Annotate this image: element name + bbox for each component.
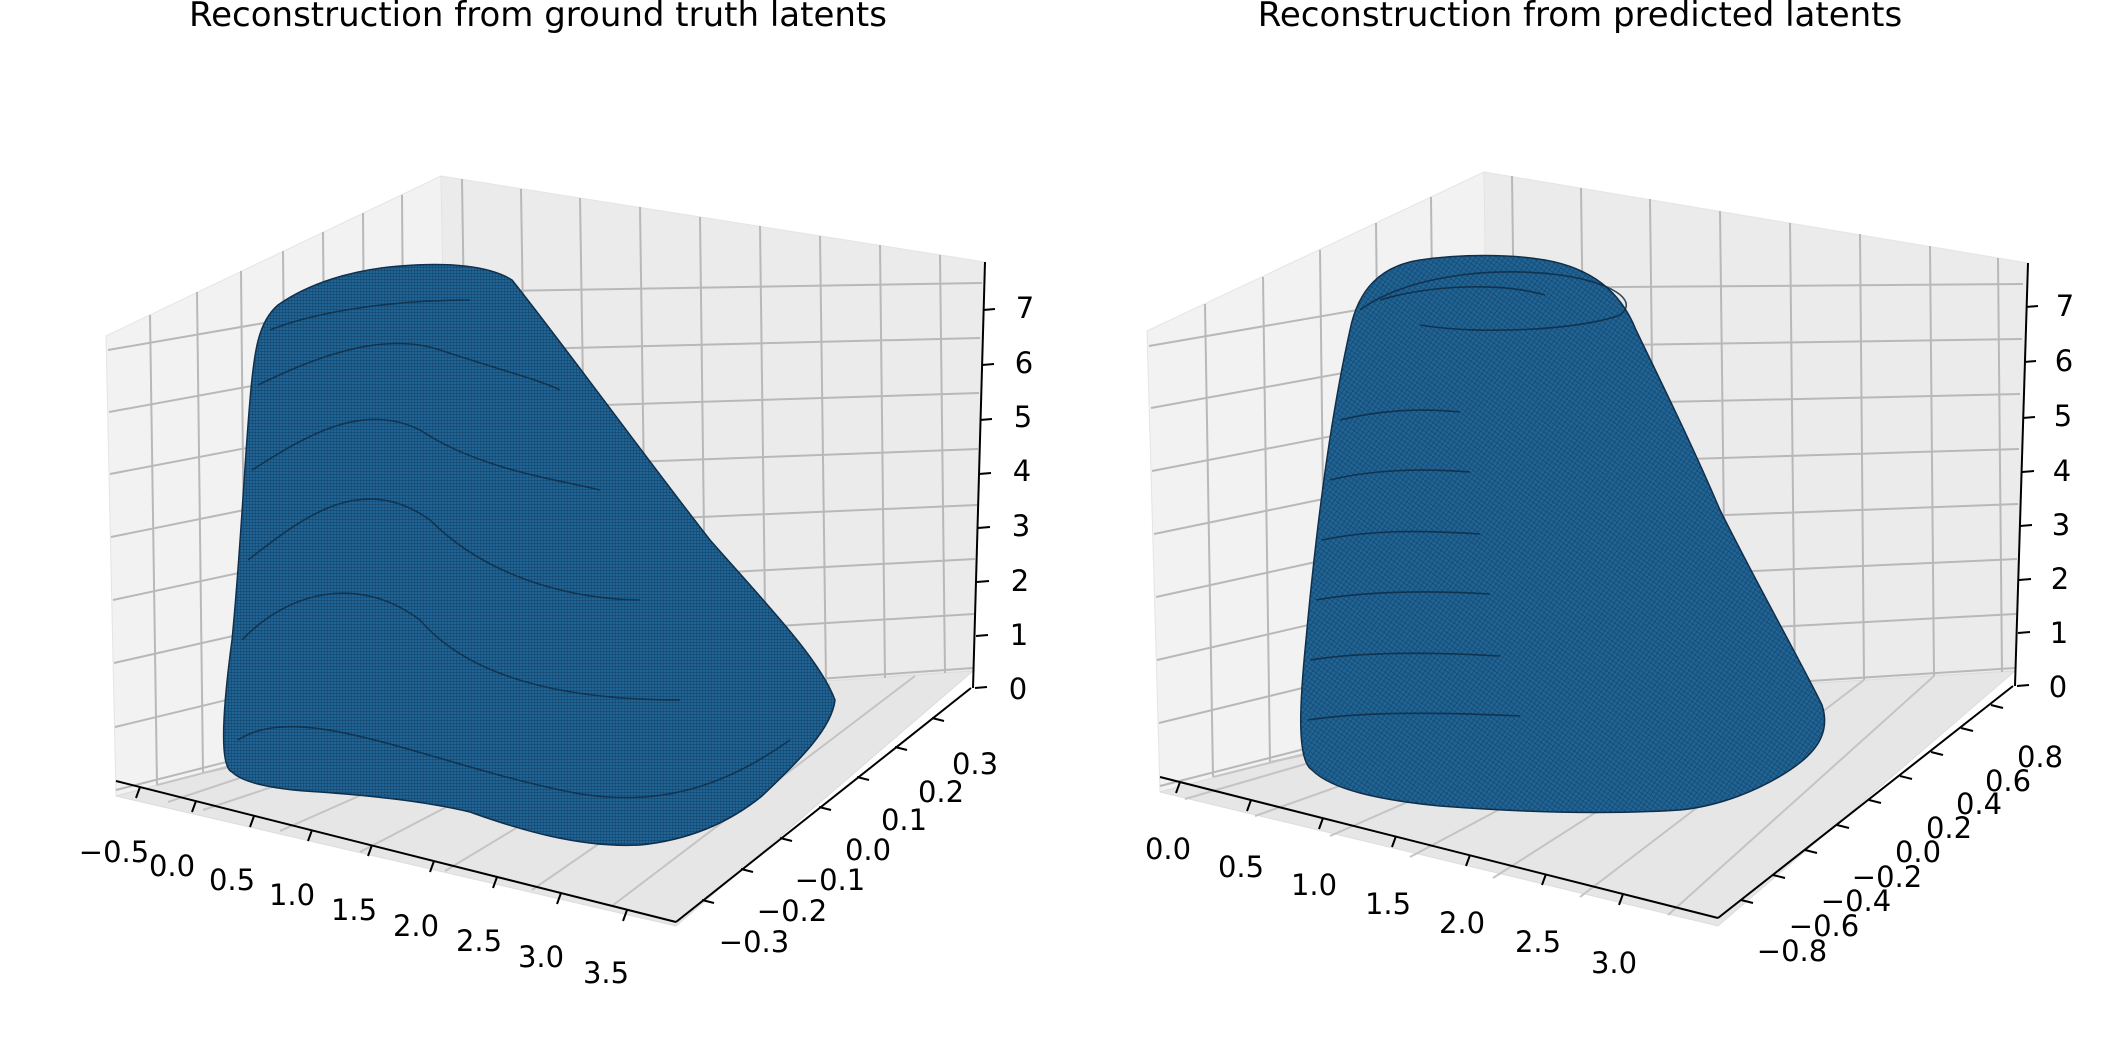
y-tick-label: 0.6 — [1985, 764, 2031, 798]
x-tick-labels: 0.0 0.5 1.0 1.5 2.0 2.5 3.0 — [1145, 832, 1637, 980]
subplot-predicted: Reconstruction from predicted latents — [1145, 0, 2074, 980]
y-tick-labels: −0.3 −0.2 −0.1 0.0 0.1 0.2 0.3 — [719, 747, 998, 959]
z-tick-label: 5 — [2054, 399, 2072, 433]
axes-lines — [115, 261, 986, 923]
x-tick-label: 0.0 — [1145, 832, 1191, 866]
y-tick-label: 0.8 — [2017, 740, 2063, 774]
x-tick-label: 2.5 — [1515, 925, 1561, 959]
z-tick-label: 1 — [2050, 616, 2068, 650]
y-tick-label: 0.4 — [1956, 787, 2002, 821]
z-tick-label: 4 — [2053, 454, 2071, 488]
y-tick-label: 0.1 — [881, 803, 927, 837]
y-tick-label: −0.2 — [757, 894, 827, 928]
x-tick-label: 0.0 — [149, 849, 195, 883]
y-tick-label: −0.8 — [1757, 934, 1827, 968]
chart-title: Reconstruction from predicted latents — [1258, 0, 1902, 35]
x-tick-label: 1.5 — [331, 893, 377, 927]
z-tick-label: 7 — [2056, 289, 2074, 323]
y-tick-label: 0.2 — [1926, 811, 1972, 845]
surface — [1300, 254, 1826, 814]
x-axis-ticks — [1175, 781, 1624, 906]
x-tick-label: −0.5 — [79, 835, 149, 869]
x-axis-ticks — [135, 786, 628, 922]
z-tick-label: 6 — [1015, 346, 1033, 380]
z-tick-label: 4 — [1013, 454, 1031, 488]
z-tick-label: 3 — [1012, 509, 1030, 543]
z-tick-labels: 0 1 2 3 4 5 6 7 — [2049, 289, 2074, 704]
surface-contours — [1307, 271, 1627, 721]
x-tick-label: 3.5 — [583, 956, 629, 990]
x-tick-label: 1.5 — [1365, 887, 1411, 921]
x-tick-label: 1.0 — [269, 878, 315, 912]
z-axis-ticks — [974, 308, 996, 689]
z-tick-label: 2 — [1011, 564, 1029, 598]
x-tick-labels: −0.5 0.0 0.5 1.0 1.5 2.0 2.5 3.0 3.5 — [79, 835, 629, 990]
z-tick-label: 1 — [1010, 618, 1028, 652]
y-tick-label: −0.6 — [1789, 909, 1859, 943]
z-axis-ticks — [2016, 305, 2039, 687]
axes-lines — [1159, 262, 2029, 919]
y-tick-label: 0.3 — [952, 747, 998, 781]
z-tick-label: 0 — [2049, 670, 2067, 704]
z-tick-label: 0 — [1009, 672, 1027, 706]
y-tick-label: 0.2 — [918, 775, 964, 809]
y-axis-ticks — [701, 717, 945, 904]
x-tick-label: 2.0 — [1439, 906, 1485, 940]
z-tick-label: 5 — [1014, 400, 1032, 434]
y-tick-label: −0.2 — [1852, 860, 1922, 894]
chart-title: Reconstruction from ground truth latents — [189, 0, 887, 35]
z-tick-label: 7 — [1016, 291, 1034, 325]
x-tick-label: 0.5 — [209, 863, 255, 897]
x-tick-label: 3.0 — [518, 940, 564, 974]
y-tick-labels: −0.8 −0.6 −0.4 −0.2 0.0 0.2 0.4 0.6 0.8 — [1757, 740, 2063, 968]
y-tick-label: −0.3 — [719, 925, 789, 959]
x-tick-label: 1.0 — [1291, 868, 1337, 902]
z-tick-label: 2 — [2051, 562, 2069, 596]
subplot-ground-truth: Reconstruction from ground truth latents — [79, 0, 1034, 990]
surface-contours — [237, 299, 791, 799]
x-tick-label: 2.0 — [393, 909, 439, 943]
z-tick-labels: 0 1 2 3 4 5 6 7 — [1009, 291, 1034, 706]
y-tick-label: −0.1 — [795, 863, 865, 897]
y-tick-label: −0.4 — [1821, 884, 1891, 918]
y-axis-ticks — [1740, 704, 2004, 904]
x-tick-label: 2.5 — [456, 924, 502, 958]
y-tick-label: 0.0 — [845, 833, 891, 867]
x-tick-label: 0.5 — [1218, 850, 1264, 884]
surface — [222, 263, 836, 847]
x-tick-label: 3.0 — [1591, 946, 1637, 980]
z-tick-label: 3 — [2052, 508, 2070, 542]
y-tick-label: 0.0 — [1895, 835, 1941, 869]
z-tick-label: 6 — [2055, 344, 2073, 378]
